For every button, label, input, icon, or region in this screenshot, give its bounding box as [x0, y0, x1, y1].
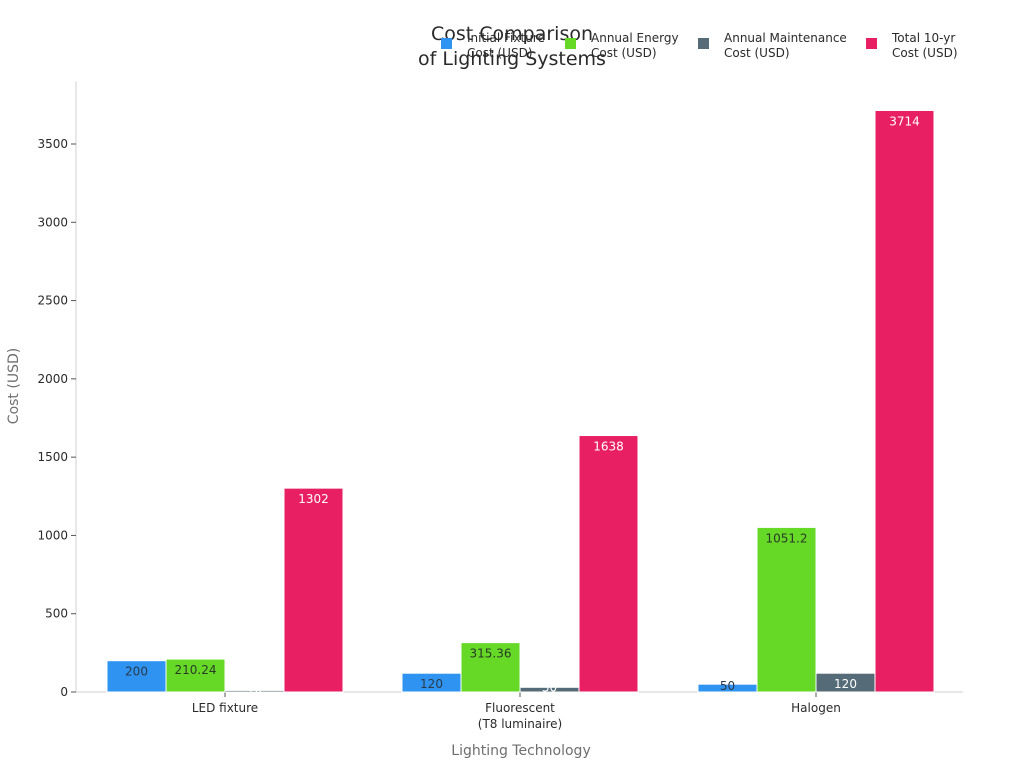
legend-item[interactable]: Total 10-yr Cost (USD)	[866, 31, 958, 60]
chart-title-line: of Lighting Systems	[418, 48, 606, 70]
bar[interactable]	[460, 642, 521, 693]
x-axis-title: Lighting Technology	[451, 743, 590, 759]
legend-item[interactable]: Annual Energy Cost (USD)	[565, 31, 679, 60]
y-tick-label: 2500	[37, 294, 68, 308]
bar[interactable]	[106, 660, 167, 693]
legend-item[interactable]: Annual Maintenance Cost (USD)	[698, 31, 847, 60]
bar-value-label: 3714	[889, 114, 920, 128]
bar-value-label: 50	[720, 679, 735, 693]
chart-title: Cost Comparison of Lighting Systems	[418, 23, 606, 70]
bar-value-label: 1302	[298, 492, 329, 506]
bar-value-label: 315.36	[470, 647, 512, 661]
bar[interactable]	[283, 487, 344, 693]
x-tick-label: LED fixture	[192, 701, 258, 715]
y-tick-label: 3000	[37, 215, 68, 229]
bar[interactable]	[578, 435, 639, 693]
bar-value-label: 210.24	[175, 663, 217, 677]
y-tick-label: 1500	[37, 450, 68, 464]
legend-label: Total 10-yr Cost (USD)	[891, 31, 958, 60]
legend-label: Initial Fixture Cost (USD)	[467, 31, 545, 60]
x-tick-label: Fluorescent (T8 luminaire)	[478, 701, 562, 731]
bar-value-label: 1638	[593, 440, 624, 454]
y-tick-label: 0	[60, 685, 68, 699]
axes: 0 500 1000 1500 2000 2500 3000 3500 Cost (USD) Li…	[6, 81, 963, 759]
y-tick-label: 1000	[37, 528, 68, 542]
bar-value-label: 30	[542, 681, 557, 695]
chart-title-line: Cost Comparison	[431, 23, 593, 45]
legend-label: Annual Energy Cost (USD)	[591, 31, 679, 60]
legend-swatch	[565, 38, 576, 49]
y-tick-label: 3500	[37, 137, 68, 151]
bars: 200 210.24 10 1302 120 315.36 30 1638 50 1051.2 12…	[106, 109, 935, 696]
bar[interactable]	[756, 526, 817, 693]
bar-value-label: 1051.2	[766, 531, 808, 545]
legend-swatch	[698, 38, 709, 49]
bar-value-label: 10	[247, 682, 262, 696]
bar[interactable]	[165, 658, 226, 693]
bar-value-label: 200	[125, 665, 148, 679]
y-tick-label: 2000	[37, 372, 68, 386]
x-tick-label: Halogen	[791, 701, 841, 715]
y-axis-title: Cost (USD)	[6, 348, 22, 424]
legend-swatch	[441, 38, 452, 49]
bar-value-label: 120	[834, 677, 857, 691]
legend-label: Annual Maintenance Cost (USD)	[724, 31, 847, 60]
legend-item[interactable]: Initial Fixture Cost (USD)	[441, 31, 545, 60]
legend-swatch	[866, 38, 877, 49]
legend: Initial Fixture Cost (USD) Annual Energy Co…	[441, 31, 958, 60]
bar[interactable]	[874, 109, 935, 693]
y-tick-label: 500	[45, 607, 68, 621]
bar-value-label: 120	[420, 677, 443, 691]
